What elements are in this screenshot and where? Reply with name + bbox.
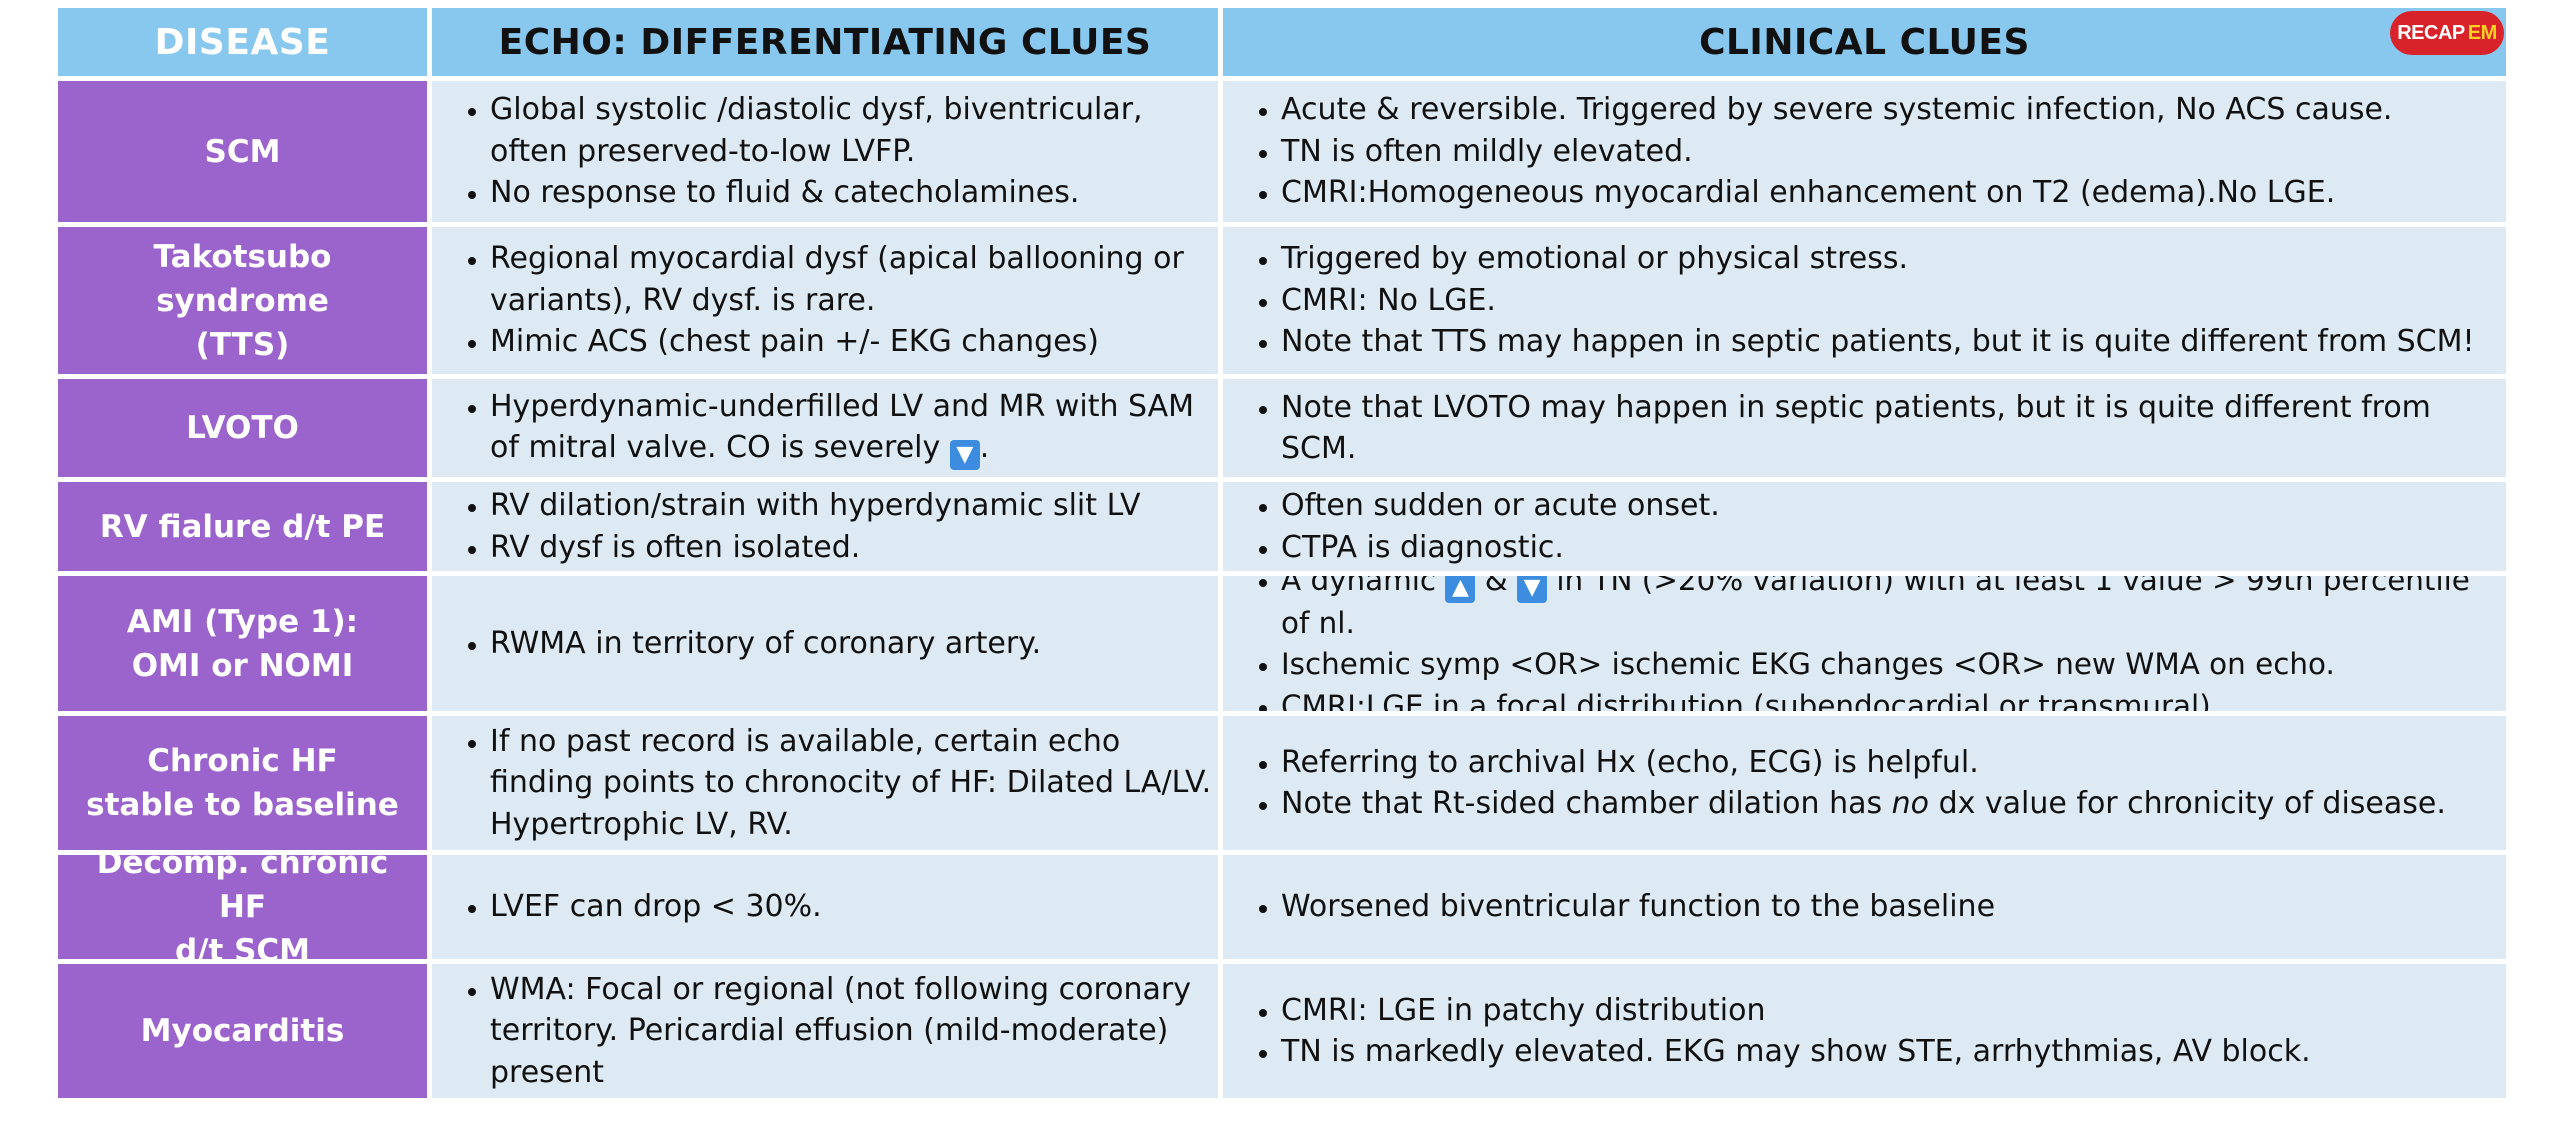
list-item: Referring to archival Hx (echo, ECG) is … <box>1281 742 2446 784</box>
disease-cell: SCM <box>58 81 427 222</box>
list-item: CTPA is diagnostic. <box>1281 527 1720 569</box>
disease-cell: LVOTO <box>58 379 427 477</box>
echo-cell: LVEF can drop < 30%. <box>432 855 1218 959</box>
list-item: WMA: Focal or regional (not following co… <box>490 969 1214 1094</box>
disease-cell: RV fialure d/t PE <box>58 482 427 571</box>
list-text: Note that Rt-sided chamber dilation has <box>1281 786 1883 821</box>
clinical-cell: Often sudden or acute onset. CTPA is dia… <box>1223 482 2506 571</box>
list-item: RV dilation/strain with hyperdynamic sli… <box>490 485 1141 527</box>
clinical-cell: A dynamic ▲ & ▼ in TN (>20% variation) w… <box>1223 576 2506 711</box>
disease-label: Takotsubo syndrome (TTS) <box>153 238 332 363</box>
disease-cell: Takotsubo syndrome (TTS) <box>58 227 427 374</box>
list-item: Ischemic symp <OR> ischemic EKG changes … <box>1281 644 2502 686</box>
list-item: TN is markedly elevated. EKG may show ST… <box>1281 1031 2311 1073</box>
clinical-cell: CMRI: LGE in patchy distribution TN is m… <box>1223 964 2506 1098</box>
list-item: No response to fluid & catecholamines. <box>490 172 1214 214</box>
clinical-cell: Referring to archival Hx (echo, ECG) is … <box>1223 716 2506 850</box>
disease-cell: AMI (Type 1): OMI or NOMI <box>58 576 427 711</box>
list-item: If no past record is available, certain … <box>490 721 1214 846</box>
disease-label: Myocarditis <box>140 1013 345 1049</box>
list-item: CMRI: No LGE. <box>1281 280 2475 322</box>
disease-cell: Chronic HF stable to baseline <box>58 716 427 850</box>
list-item: CMRI: LGE in patchy distribution <box>1281 990 2311 1032</box>
disease-label: Chronic HF stable to baseline <box>86 743 399 823</box>
emphasis-text: no <box>1891 786 1930 821</box>
list-item: LVEF can drop < 30%. <box>490 886 822 928</box>
clinical-cell: Worsened biventricular function to the b… <box>1223 855 2506 959</box>
disease-cell: Myocarditis <box>58 964 427 1098</box>
list-text: Hyperdynamic-underfilled LV and MR with … <box>490 388 1195 466</box>
list-item: RV dysf is often isolated. <box>490 527 1141 569</box>
list-item: RWMA in territory of coronary artery. <box>490 623 1041 665</box>
clinical-cell: Acute & reversible. Triggered by severe … <box>1223 81 2506 222</box>
list-item: Global systolic /diastolic dysf, biventr… <box>490 89 1214 172</box>
list-item: Note that LVOTO may happen in septic pat… <box>1281 387 2502 470</box>
list-item: Often sudden or acute onset. <box>1281 485 1720 527</box>
list-item: Triggered by emotional or physical stres… <box>1281 238 2475 280</box>
disease-cell: Decomp. chronic HF d/t SCM <box>58 855 427 959</box>
up-arrow-icon: ▲ <box>1445 576 1476 603</box>
list-item: A dynamic ▲ & ▼ in TN (>20% variation) w… <box>1281 576 2502 644</box>
echo-cell: Global systolic /diastolic dysf, biventr… <box>432 81 1218 222</box>
list-item: Acute & reversible. Triggered by severe … <box>1281 89 2392 131</box>
echo-cell: RWMA in territory of coronary artery. <box>432 576 1218 711</box>
list-item: CMRI:Homogeneous myocardial enhancement … <box>1281 172 2392 214</box>
comparison-table: DISEASE ECHO: DIFFERENTIATING CLUES CLIN… <box>58 8 2506 1098</box>
disease-label: AMI (Type 1): OMI or NOMI <box>126 603 359 684</box>
list-text: dx value for chronicity of disease. <box>1938 786 2446 821</box>
down-arrow-icon: ▼ <box>1517 576 1548 603</box>
list-item: Hyperdynamic-underfilled LV and MR with … <box>490 386 1214 471</box>
echo-cell: RV dilation/strain with hyperdynamic sli… <box>432 482 1218 571</box>
list-text: A dynamic <box>1281 576 1437 597</box>
list-text: in TN (>20% variation) with at least 1 v… <box>1281 576 2470 640</box>
list-item: Note that TTS may happen in septic patie… <box>1281 321 2475 363</box>
echo-cell: If no past record is available, certain … <box>432 716 1218 850</box>
disease-label: LVOTO <box>186 410 299 446</box>
disease-label: RV fialure d/t PE <box>99 508 386 545</box>
list-item: CMRI:LGE in a focal distribution (subend… <box>1281 686 2502 711</box>
list-text: . <box>979 430 990 466</box>
header-clinical: CLINICAL CLUES <box>1223 8 2506 76</box>
logo-accent: EM <box>2467 21 2498 44</box>
list-text: & <box>1484 576 1508 597</box>
logo-text: RECAP <box>2397 21 2465 44</box>
clinical-cell: Note that LVOTO may happen in septic pat… <box>1223 379 2506 477</box>
list-item: Regional myocardial dysf (apical balloon… <box>490 238 1214 321</box>
clinical-cell: Triggered by emotional or physical stres… <box>1223 227 2506 374</box>
echo-cell: Hyperdynamic-underfilled LV and MR with … <box>432 379 1218 477</box>
echo-cell: WMA: Focal or regional (not following co… <box>432 964 1218 1098</box>
header-disease: DISEASE <box>58 8 427 76</box>
list-item: Mimic ACS (chest pain +/- EKG changes) <box>490 321 1214 363</box>
disease-label: Decomp. chronic HF d/t SCM <box>96 855 389 959</box>
recap-em-logo: RECAP EM <box>2390 11 2504 55</box>
list-item: Note that Rt-sided chamber dilation has … <box>1281 783 2446 825</box>
list-item: TN is often mildly elevated. <box>1281 131 2392 173</box>
down-arrow-icon: ▼ <box>949 440 980 471</box>
disease-label: SCM <box>204 133 281 170</box>
list-item: Worsened biventricular function to the b… <box>1281 886 1995 928</box>
header-echo: ECHO: DIFFERENTIATING CLUES <box>432 8 1218 76</box>
echo-cell: Regional myocardial dysf (apical balloon… <box>432 227 1218 374</box>
